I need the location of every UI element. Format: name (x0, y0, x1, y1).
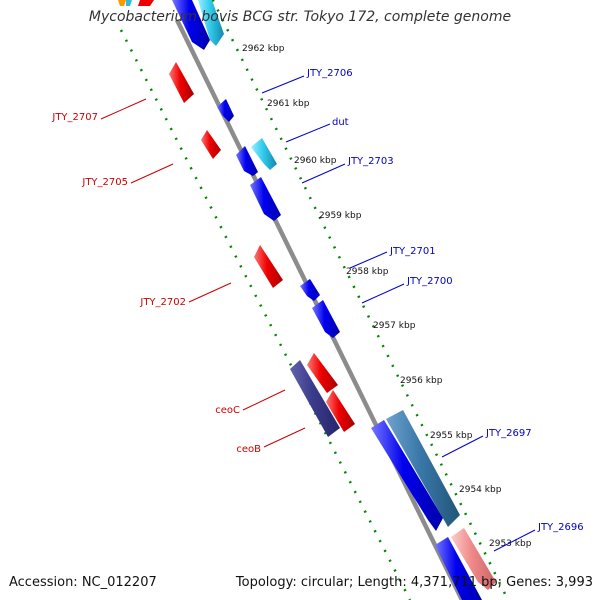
gene-label-jty-2696[interactable]: JTY_2696 (537, 522, 584, 533)
gene-top-cyan (198, 0, 224, 46)
gene-label-jty-2703[interactable]: JTY_2703 (347, 156, 394, 167)
label-leader (361, 283, 405, 304)
forward-gene-labels: JTY_2706 dut JTY_2703 JTY_2701 JTY_2700 … (261, 68, 584, 552)
label-leader (130, 163, 174, 184)
gene-bottom-blue (435, 537, 482, 600)
gene-ceo-red-lower (326, 390, 355, 432)
reverse-gene-labels: JTY_2707 JTY_2705 JTY_2702 ceoC ceoB (51, 98, 306, 455)
tick-label: 2961 kbp (267, 99, 310, 109)
gene-label-jty-2702[interactable]: JTY_2702 (139, 297, 186, 308)
gene-label-jty-2705[interactable]: JTY_2705 (81, 177, 128, 188)
topology-summary: Topology: circular; Length: 4,371,711 bp… (235, 575, 593, 590)
label-leader (349, 251, 388, 269)
gene-jty-2705 (201, 130, 221, 159)
tick-label: 2953 kbp (489, 539, 532, 549)
tick-label: 2959 kbp (319, 211, 362, 221)
gene-jty-2697-blue (371, 420, 443, 531)
gene-top-blue (172, 0, 210, 50)
gene-label-jty-2700[interactable]: JTY_2700 (406, 276, 453, 287)
forward-genes (172, 0, 496, 600)
label-leader (261, 75, 305, 94)
label-leader (100, 98, 147, 120)
gene-jty-2701 (300, 279, 320, 301)
gene-jty-2700 (312, 300, 340, 338)
gene-jty-2703 (250, 177, 281, 221)
gene-label-jty-2697[interactable]: JTY_2697 (485, 428, 532, 439)
gene-label-ceob[interactable]: ceoB (236, 444, 261, 455)
tick-label: 2962 kbp (242, 44, 285, 54)
gene-dut-blue (236, 146, 258, 176)
scale-ruler-outer (211, 0, 510, 600)
label-leader (493, 529, 536, 552)
tick-label: 2954 kbp (459, 485, 502, 495)
gene-ceo-red-upper (307, 353, 338, 393)
gene-label-ceoc[interactable]: ceoC (215, 405, 240, 416)
genome-title: Mycobacterium bovis BCG str. Tokyo 172, … (88, 9, 512, 25)
label-leader (188, 282, 232, 303)
reverse-genes (169, 62, 355, 437)
gene-jty-2696-pink (451, 528, 496, 590)
gene-label-jty-2707[interactable]: JTY_2707 (51, 112, 98, 123)
gene-dut-cyan (251, 138, 277, 170)
label-leader (301, 163, 346, 184)
tick-label: 2957 kbp (373, 321, 416, 331)
label-leader (242, 389, 286, 411)
tick-label: 2956 kbp (400, 376, 443, 386)
gene-ceo-navy (290, 360, 340, 437)
gene-label-jty-2706[interactable]: JTY_2706 (306, 68, 353, 79)
label-leader (441, 435, 484, 458)
gene-label-jty-2701[interactable]: JTY_2701 (389, 246, 436, 257)
gene-fragment-red (138, 0, 154, 6)
gene-fragment-cyan (126, 0, 132, 6)
gene-jty-2702 (254, 245, 283, 288)
scale-ruler-inner (119, 29, 412, 600)
gene-jty-2707 (169, 62, 194, 103)
tick-label: 2960 kbp (294, 156, 337, 166)
gene-fragment-orange (118, 0, 126, 6)
tick-label: 2955 kbp (430, 431, 473, 441)
gene-label-dut[interactable]: dut (332, 117, 349, 128)
label-leader (263, 427, 306, 448)
gene-jty-2706 (217, 99, 234, 122)
gene-jty-2697-steel (386, 410, 460, 527)
scale-ticks: 2962 kbp 2961 kbp 2960 kbp 2959 kbp 2958… (242, 44, 532, 549)
accession-text: Accession: NC_012207 (9, 575, 157, 590)
label-leader (285, 123, 331, 143)
tick-label: 2958 kbp (346, 267, 389, 277)
